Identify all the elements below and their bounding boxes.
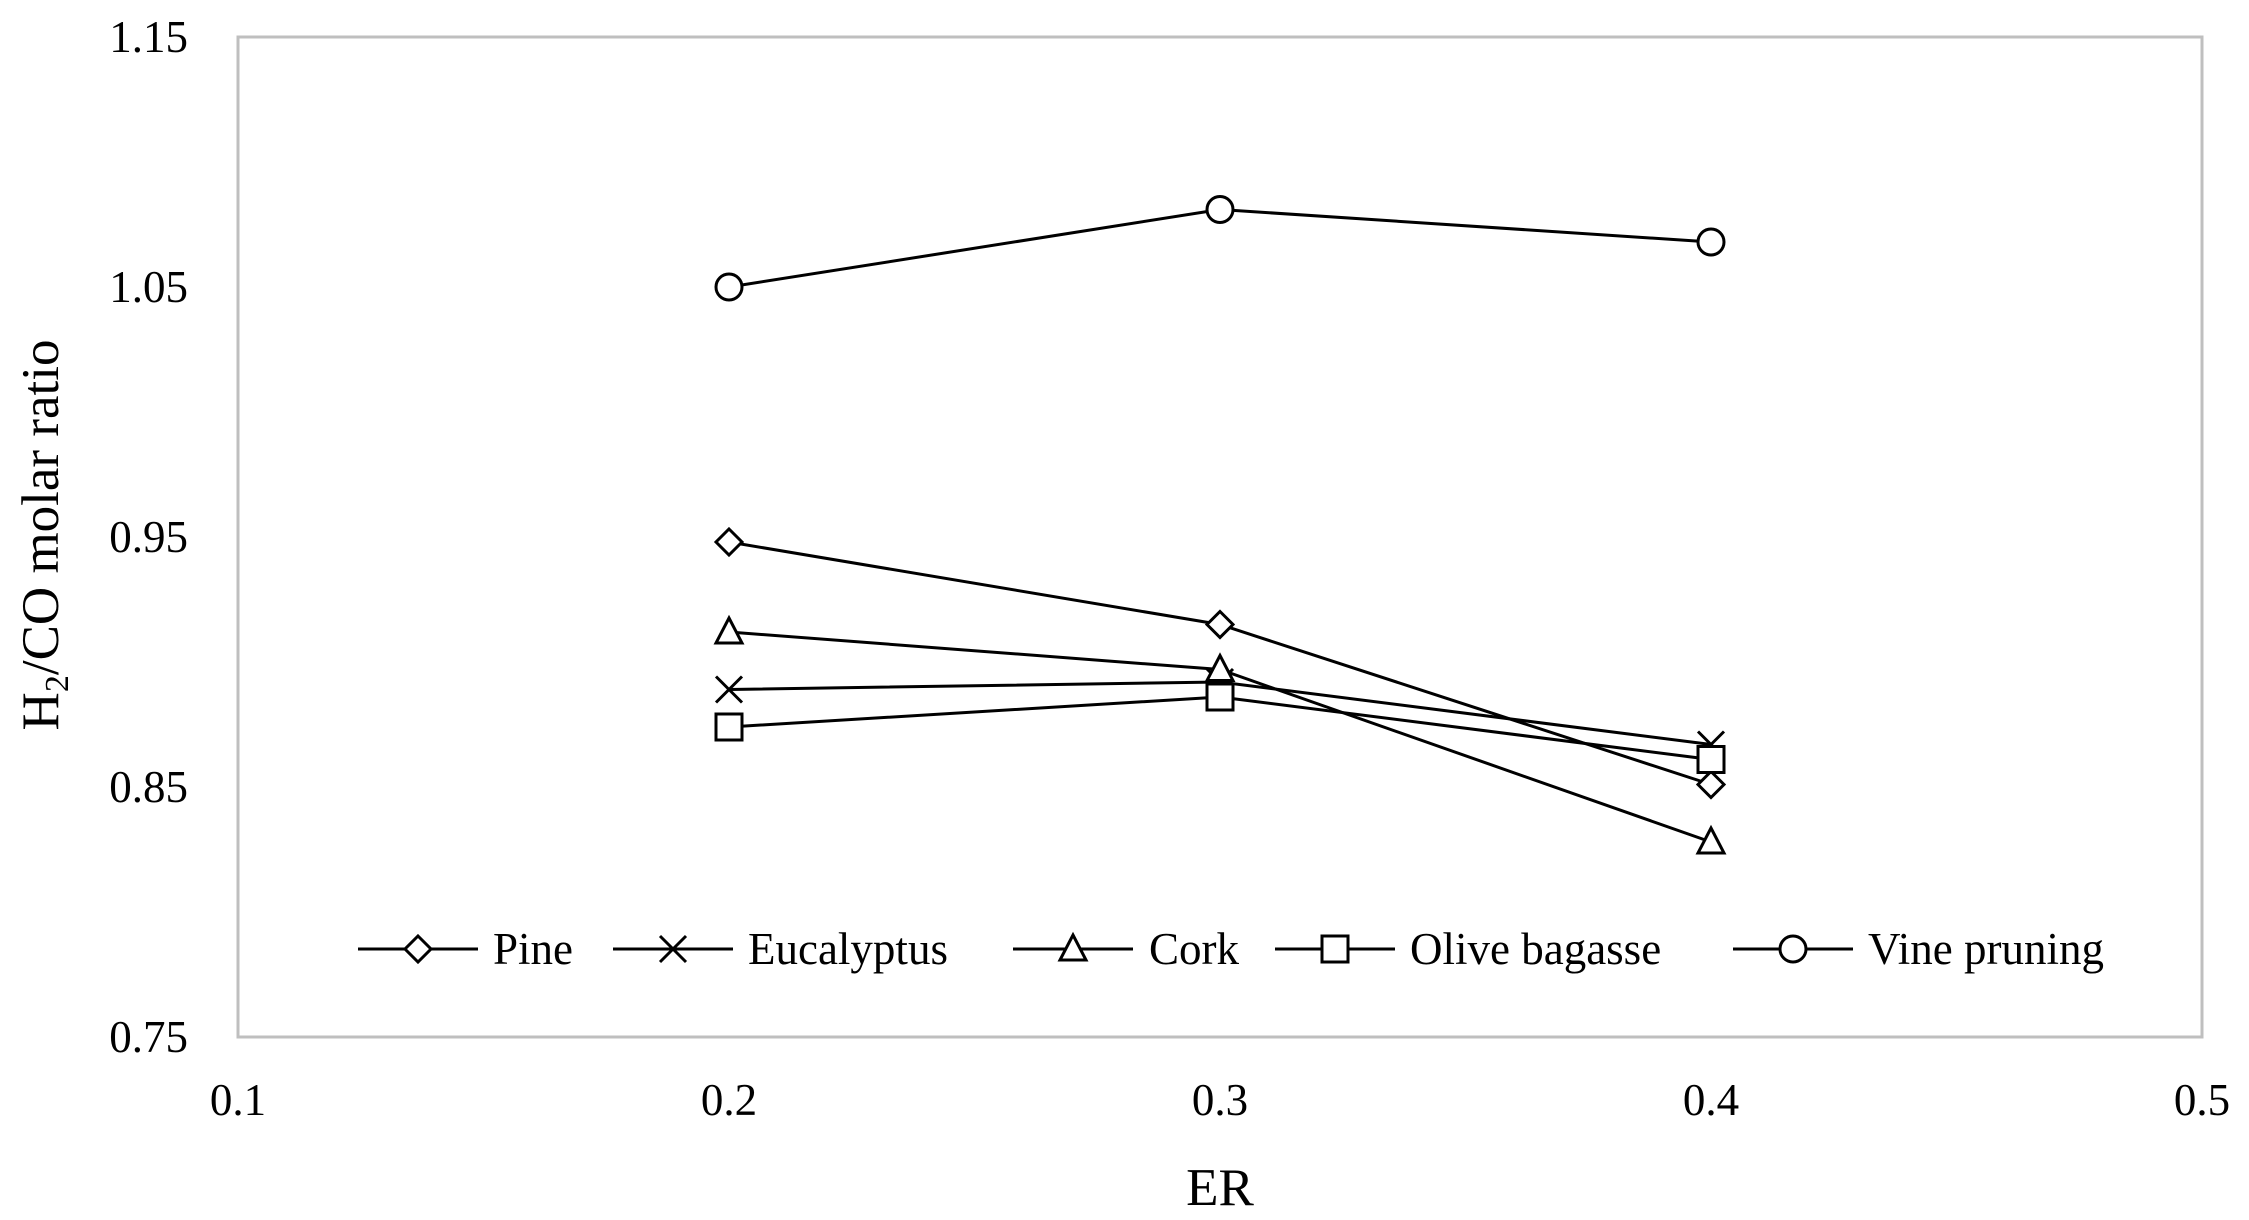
data-point (1205, 682, 1235, 712)
x-axis-title: ER (1186, 1159, 1254, 1217)
legend-label: Vine pruning (1868, 924, 2104, 974)
x-tick-label: 0.2 (701, 1075, 757, 1125)
data-point (713, 614, 745, 645)
data-point (1695, 824, 1727, 855)
data-point (1695, 769, 1727, 800)
series-cork (713, 614, 1727, 855)
y-axis-title-h: H (12, 692, 70, 730)
series-vine-pruning (714, 195, 1726, 302)
data-point (1205, 195, 1235, 224)
data-point (1696, 227, 1726, 257)
x-tick-label: 0.3 (1192, 1075, 1248, 1125)
data-point (1204, 652, 1236, 682)
y-tick-label: 1.15 (109, 12, 188, 62)
plot-frame (236, 35, 2204, 1039)
series-pine (713, 526, 1727, 800)
y-axis-title: H2/CO molar ratio (12, 340, 76, 731)
data-point (714, 272, 744, 302)
legend-marker (1778, 934, 1808, 964)
data-point (714, 675, 744, 704)
y-tick-label: 0.85 (109, 762, 188, 812)
y-tick-label: 0.95 (109, 512, 188, 562)
x-tick-label: 0.1 (210, 1075, 266, 1125)
y-axis-title-subscript: 2 (39, 675, 76, 692)
legend-item: Eucalyptus (613, 924, 948, 974)
legend-marker (1320, 934, 1350, 964)
legend-item: Olive bagasse (1275, 924, 1661, 974)
data-point (713, 526, 745, 558)
legend: Pine Eucalyptus Cork Olive bagasse Vine prun… (358, 924, 2104, 974)
y-axis-ticks: 0.75 0.85 0.95 1.05 1.15 (109, 12, 188, 1062)
legend-item: Vine pruning (1733, 924, 2104, 974)
y-tick-label: 1.05 (109, 262, 188, 312)
legend-marker (402, 933, 434, 965)
x-tick-label: 0.5 (2174, 1075, 2230, 1125)
x-axis-ticks: 0.1 0.2 0.3 0.4 0.5 (210, 1075, 2230, 1125)
series-eucalyptus (714, 667, 1726, 759)
x-tick-label: 0.4 (1683, 1075, 1739, 1125)
legend-marker (658, 934, 688, 964)
series-layer (713, 195, 1727, 855)
legend-label: Olive bagasse (1410, 924, 1661, 974)
legend-item: Cork (1013, 924, 1240, 974)
legend-item: Pine (358, 924, 573, 974)
data-point (1696, 745, 1726, 774)
y-axis-title-rest: /CO molar ratio (12, 340, 70, 676)
legend-marker (1057, 931, 1089, 962)
legend-label: Pine (493, 924, 573, 974)
data-point (1204, 609, 1236, 640)
y-tick-label: 0.75 (109, 1012, 188, 1062)
data-point (714, 712, 744, 742)
legend-label: Cork (1149, 924, 1240, 974)
series-olive-bagasse (714, 682, 1726, 774)
legend-label: Eucalyptus (748, 924, 948, 974)
